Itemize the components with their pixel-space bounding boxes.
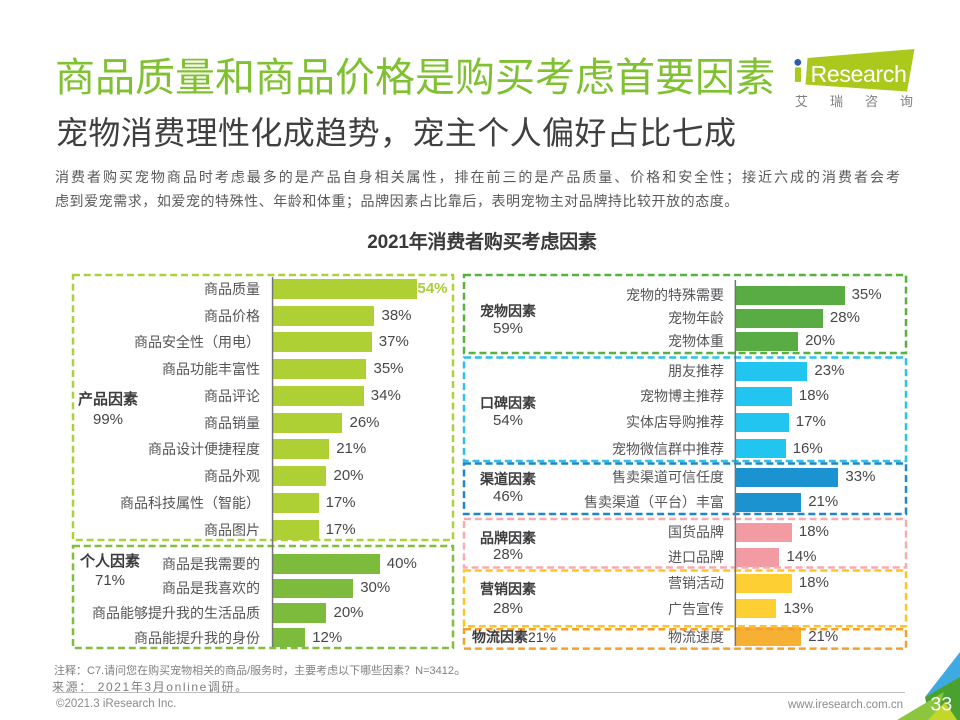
svg-text:艾瑞咨询: 艾瑞咨询 bbox=[795, 94, 925, 109]
svg-text:33: 33 bbox=[931, 694, 953, 716]
svg-text:Research: Research bbox=[811, 61, 907, 87]
